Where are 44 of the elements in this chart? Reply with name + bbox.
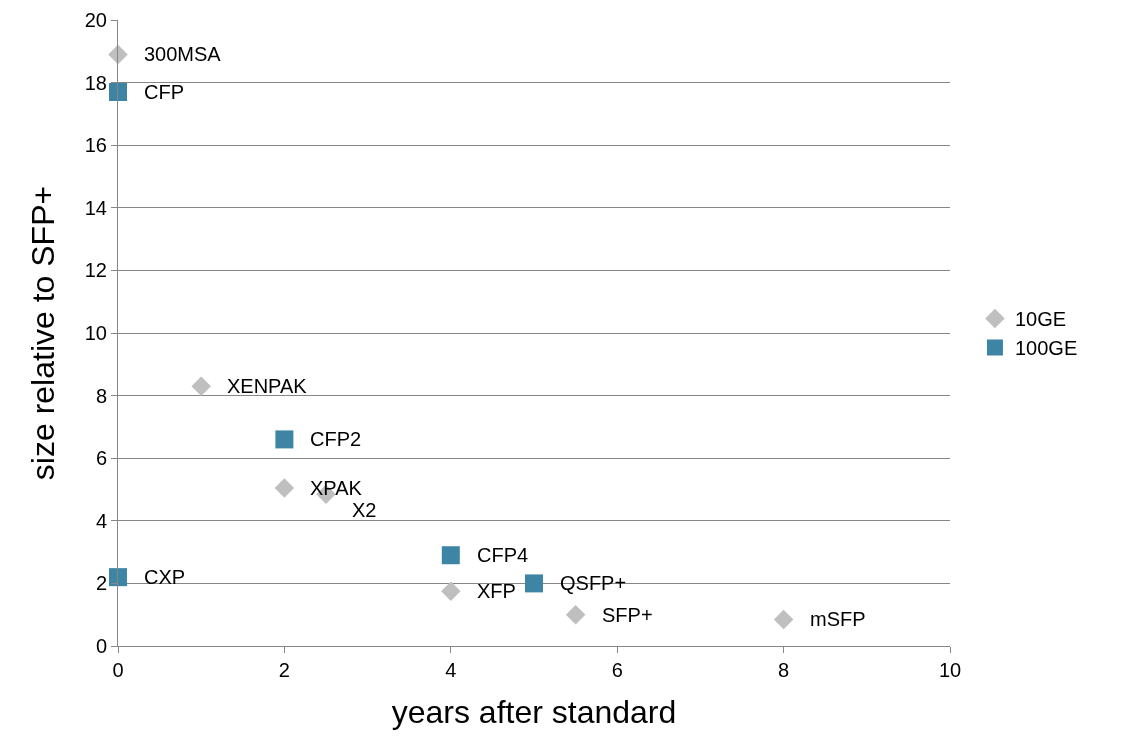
y-axis-title: size relative to SFP+ xyxy=(25,185,62,481)
x-tick-label: 4 xyxy=(445,659,457,681)
x-tick-label: 8 xyxy=(778,659,790,681)
annotation: SFP+ xyxy=(602,604,653,626)
point xyxy=(773,609,794,630)
y-tick-label: 0 xyxy=(95,635,107,657)
y-tick-label: 2 xyxy=(95,572,107,595)
y-tick-label: 8 xyxy=(95,384,107,407)
point xyxy=(191,376,211,396)
point xyxy=(108,44,128,65)
annotation: XENPAK xyxy=(227,375,308,397)
annotation: QSFP+ xyxy=(560,572,627,594)
y-tick-label: 18 xyxy=(84,71,107,94)
annotation: CXP xyxy=(144,566,186,588)
y-tick-label: 12 xyxy=(84,259,107,282)
point xyxy=(109,568,127,587)
legend-label: 10GE xyxy=(1014,308,1067,331)
annotation: 300MSA xyxy=(144,43,222,65)
x-tick-label: 10 xyxy=(938,659,962,681)
x-tick-label: 6 xyxy=(611,659,623,681)
point xyxy=(441,581,461,601)
annotation: XFP xyxy=(477,580,516,602)
annotation: CFP4 xyxy=(477,544,529,566)
y-tick-label: 14 xyxy=(84,196,107,219)
point xyxy=(441,546,460,565)
annotation: CFP xyxy=(144,81,184,103)
annotation: mSFP xyxy=(810,608,866,630)
y-tick-label: 4 xyxy=(95,509,107,532)
y-tick-label: 16 xyxy=(84,134,107,157)
annotation: XPAK xyxy=(310,477,363,499)
y-tick-label: 6 xyxy=(95,447,107,470)
annotation: X2 xyxy=(352,499,377,521)
x-tick-label: 0 xyxy=(112,659,124,681)
point xyxy=(274,478,295,498)
point xyxy=(109,82,127,101)
x-axis-title: years after standard xyxy=(391,693,677,730)
annotation: CFP2 xyxy=(310,428,362,450)
y-tick-label: 20 xyxy=(84,9,107,31)
point xyxy=(275,430,294,449)
point xyxy=(565,604,586,625)
legend-label: 100GE xyxy=(1014,337,1078,360)
x-tick-label: 2 xyxy=(278,659,290,681)
point xyxy=(525,574,543,593)
y-tick-label: 10 xyxy=(84,322,107,344)
